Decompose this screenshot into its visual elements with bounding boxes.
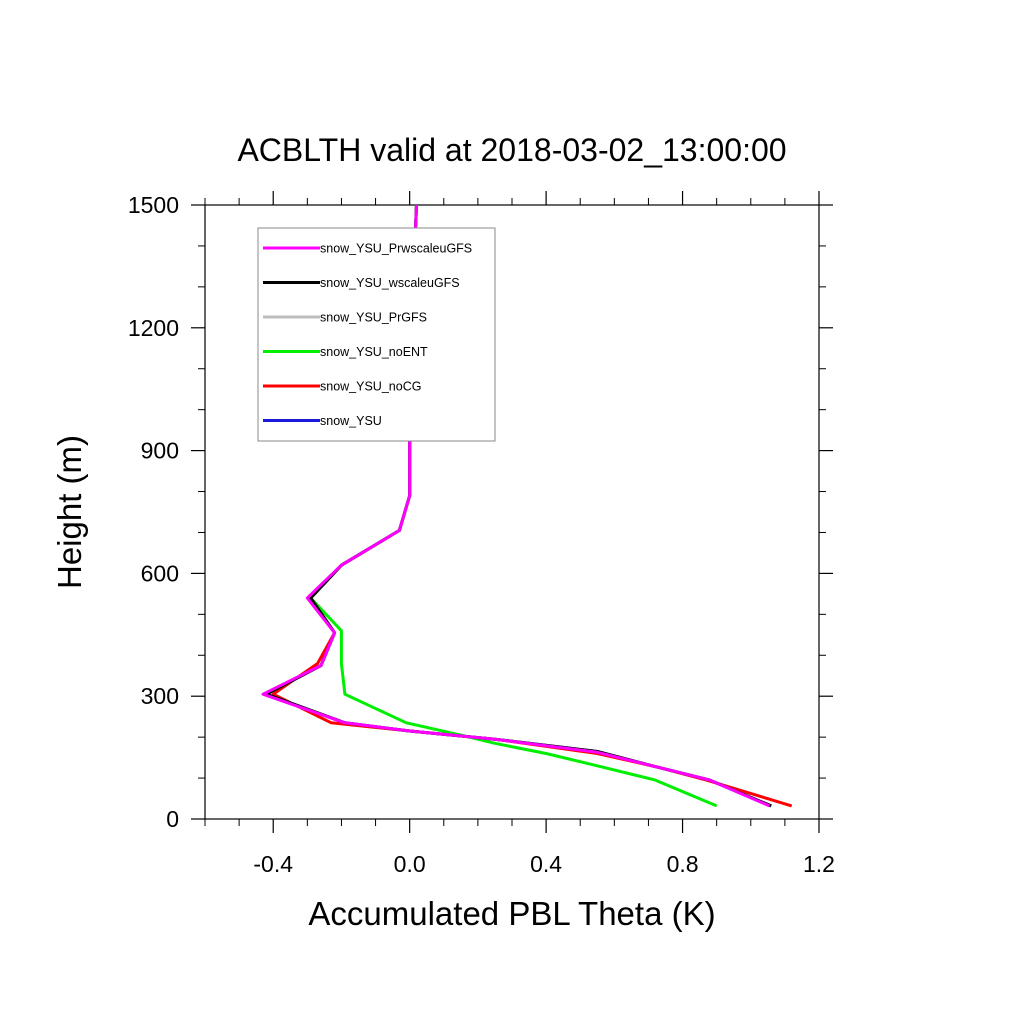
x-tick-label: 0.8: [667, 851, 699, 877]
legend-label: snow_YSU_noCG: [320, 380, 421, 394]
plot-area: -0.4 0.0 0.4 0.8 1.2 0 300 600 900 1200 1500 snow_Y…: [128, 191, 835, 877]
y-tick-label: 600: [141, 560, 179, 586]
y-tick-label: 1200: [128, 315, 179, 341]
legend-label: snow_YSU_PrwscaleuGFS: [320, 242, 472, 256]
chart-title: ACBLTH valid at 2018-03-02_13:00:00: [237, 132, 786, 168]
y-tick-label: 0: [166, 806, 179, 832]
y-tick-label: 900: [141, 438, 179, 464]
legend-label: snow_YSU: [320, 414, 382, 428]
y-tick-label: 1500: [128, 192, 179, 218]
legend-box: [257, 227, 496, 442]
x-tick-label: 0.0: [394, 851, 426, 877]
x-axis-label: Accumulated PBL Theta (K): [308, 895, 715, 932]
legend-label: snow_YSU_noENT: [320, 345, 428, 359]
x-tick-label: 0.4: [530, 851, 562, 877]
legend-label: snow_YSU_wscaleuGFS: [320, 276, 460, 290]
y-tick-label: 300: [141, 683, 179, 709]
x-tick-label: -0.4: [253, 851, 293, 877]
y-axis-label: Height (m): [51, 435, 88, 589]
x-tick-label: 1.2: [803, 851, 835, 877]
legend-label: snow_YSU_PrGFS: [320, 311, 427, 325]
series-line-snow-ysu-prwscaleu-gfs: [261, 204, 771, 808]
